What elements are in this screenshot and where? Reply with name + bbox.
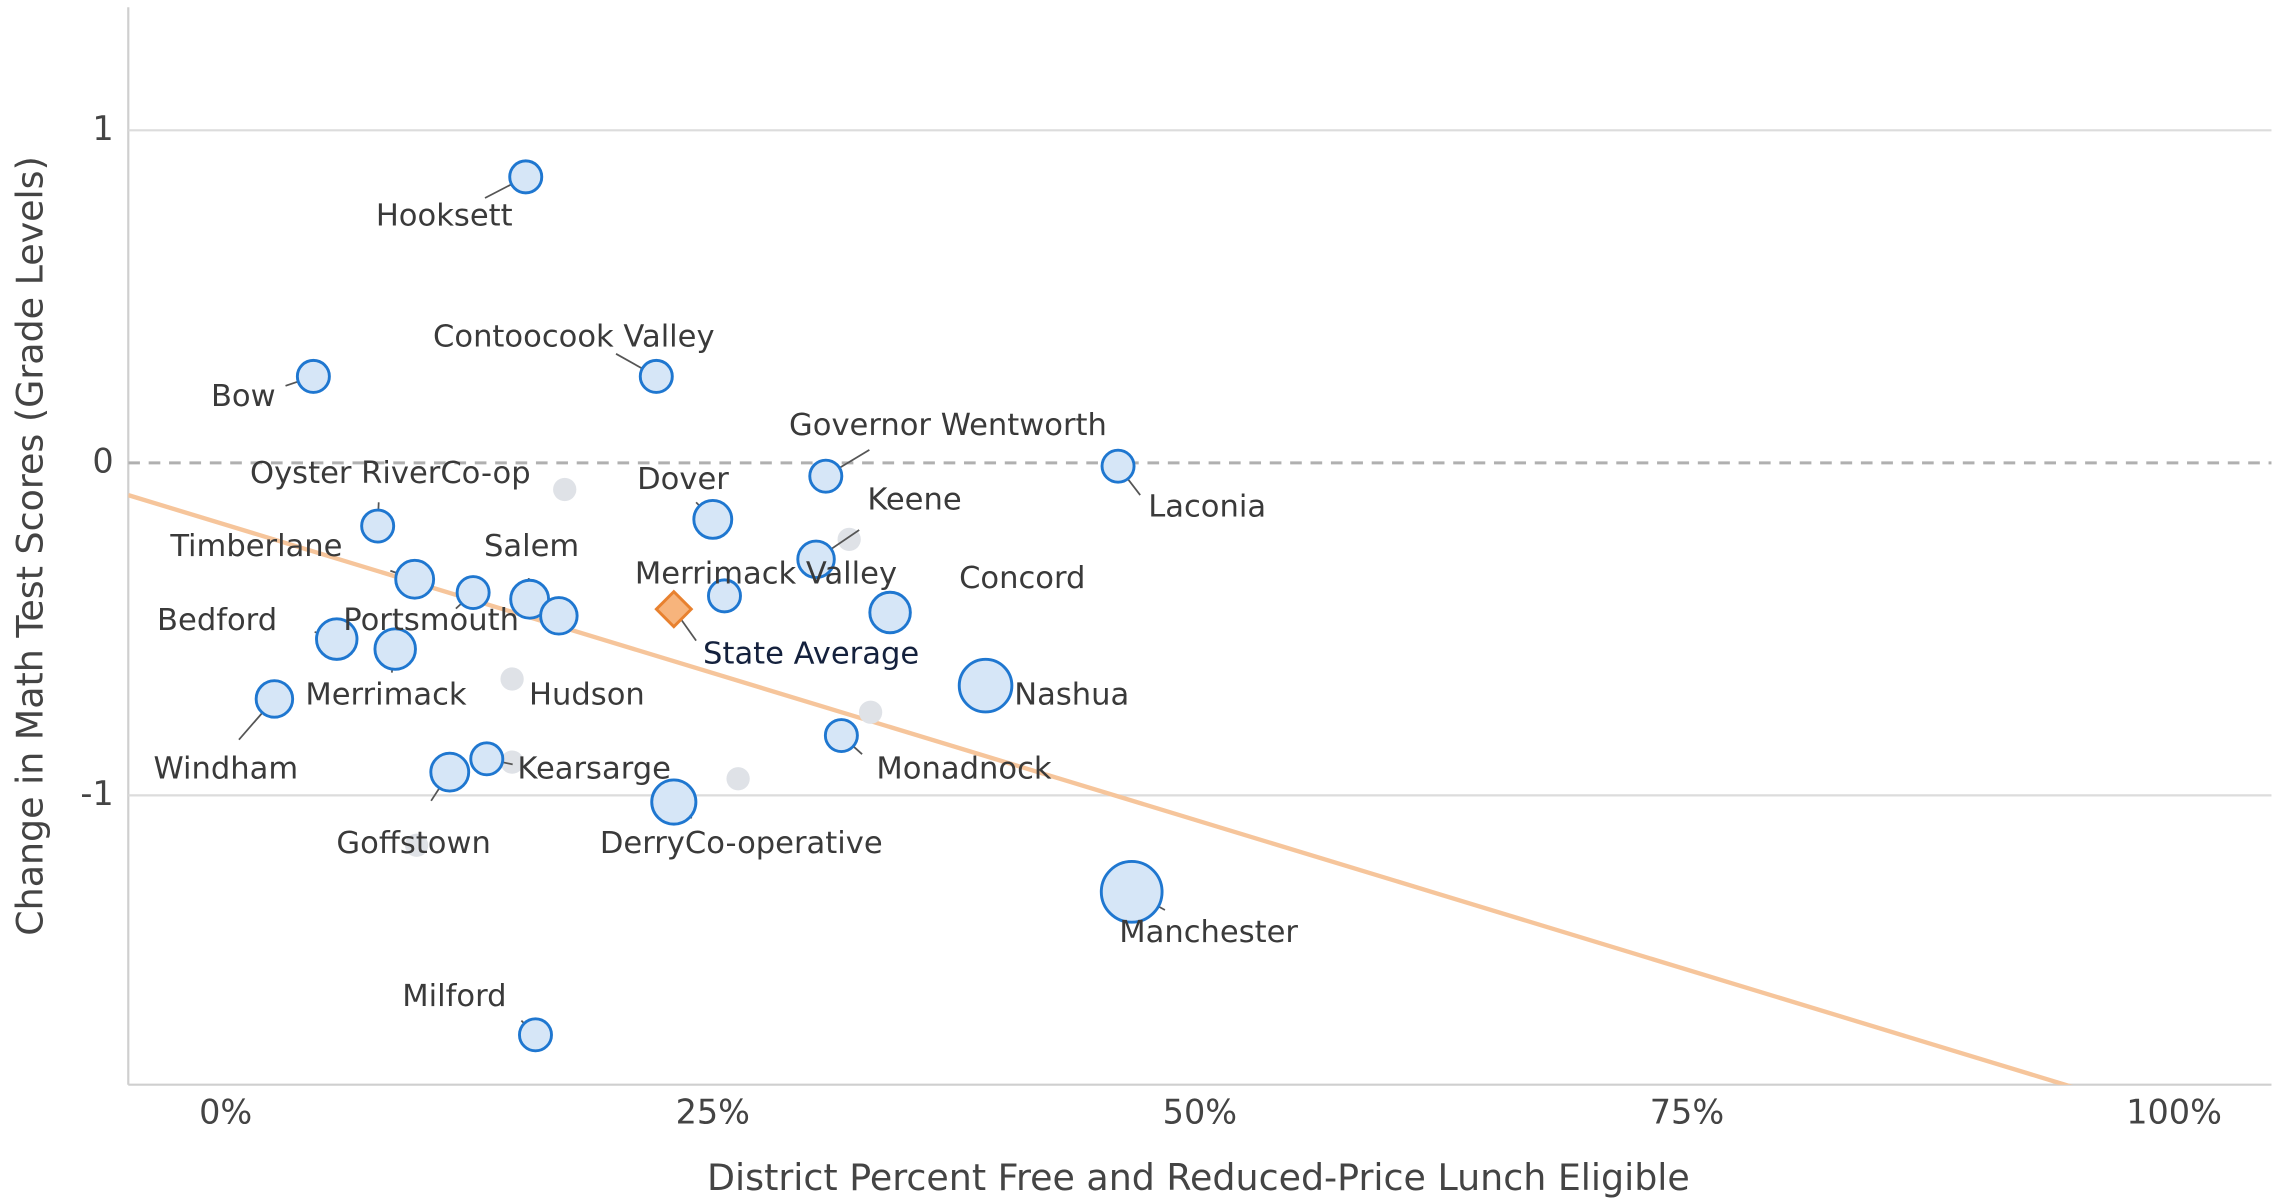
y-axis-label: Change in Math Test Scores (Grade Levels… <box>9 156 52 936</box>
other-point <box>858 700 883 724</box>
point-label: Dover <box>637 462 729 497</box>
district-point <box>1100 448 1136 484</box>
x-axis-label: District Percent Free and Reduced-Price … <box>707 1156 1690 1199</box>
district-point <box>808 458 844 494</box>
district-point <box>1099 859 1164 924</box>
point-label: Kearsarge <box>517 752 671 787</box>
point-label: Salem <box>484 529 579 564</box>
y-tick-label: 1 <box>92 109 113 148</box>
point-label: Concord <box>959 561 1085 596</box>
district-point <box>692 498 734 540</box>
district-point <box>394 558 436 600</box>
plot-area <box>128 129 2272 1085</box>
district-point <box>796 539 836 580</box>
district-point <box>638 358 674 394</box>
point-label: Contoocook Valley <box>433 319 715 354</box>
point-label: Milford <box>402 979 506 1014</box>
district-point <box>373 627 417 671</box>
point-label: Laconia <box>1148 490 1266 525</box>
point-label: Bedford <box>157 603 277 638</box>
point-label: Windham <box>153 752 298 787</box>
point-label: DerryCo-operative <box>600 826 883 861</box>
point-label: Nashua <box>1014 677 1129 712</box>
district-point <box>707 578 742 614</box>
state-average-point <box>654 589 694 629</box>
x-tick-label: 0% <box>199 1092 252 1131</box>
y-tick-label: 0 <box>92 441 113 480</box>
point-label: Governor Wentworth <box>789 408 1107 443</box>
district-point <box>254 679 295 719</box>
district-point <box>469 741 505 777</box>
point-label: Hooksett <box>376 198 513 233</box>
y-tick-label: -1 <box>80 774 113 813</box>
other-point <box>404 833 429 857</box>
district-point <box>518 1017 553 1053</box>
point-label: Hudson <box>529 677 645 712</box>
labels-layer: Hooksett Contoocook Valley Bow Governor Wen… <box>153 159 1298 1053</box>
other-point <box>553 477 577 502</box>
other-point <box>726 767 750 791</box>
district-point <box>823 718 859 754</box>
point-label: Oyster RiverCo-op <box>250 456 531 491</box>
point-label: Goffstown <box>336 826 490 861</box>
other-point <box>500 667 524 691</box>
point-label: Portsmouth <box>343 603 519 638</box>
district-point <box>957 657 1014 714</box>
trend-line <box>128 493 2073 1085</box>
point-label: Timberlane <box>169 529 342 564</box>
district-point <box>295 358 331 394</box>
district-point <box>508 159 544 195</box>
district-point <box>650 778 698 826</box>
point-label: Monadnock <box>876 752 1051 787</box>
point-label: Merrimack <box>305 677 467 712</box>
point-label: Keene <box>867 482 961 517</box>
district-point <box>315 617 359 661</box>
state-average-label: State Average <box>703 637 919 672</box>
x-tick-label: 25% <box>676 1092 750 1131</box>
district-point <box>360 508 396 544</box>
district-point <box>429 751 471 793</box>
x-tick-label: 75% <box>1650 1092 1724 1131</box>
other-point <box>500 750 524 774</box>
point-label: Bow <box>211 379 276 414</box>
district-point <box>868 590 912 635</box>
point-label: Merrimack Valley <box>635 557 897 592</box>
district-point <box>455 575 491 611</box>
point-label: Manchester <box>1119 915 1298 950</box>
x-tick-label: 100% <box>2126 1092 2222 1131</box>
district-point <box>539 596 579 636</box>
x-tick-label: 50% <box>1163 1092 1237 1131</box>
